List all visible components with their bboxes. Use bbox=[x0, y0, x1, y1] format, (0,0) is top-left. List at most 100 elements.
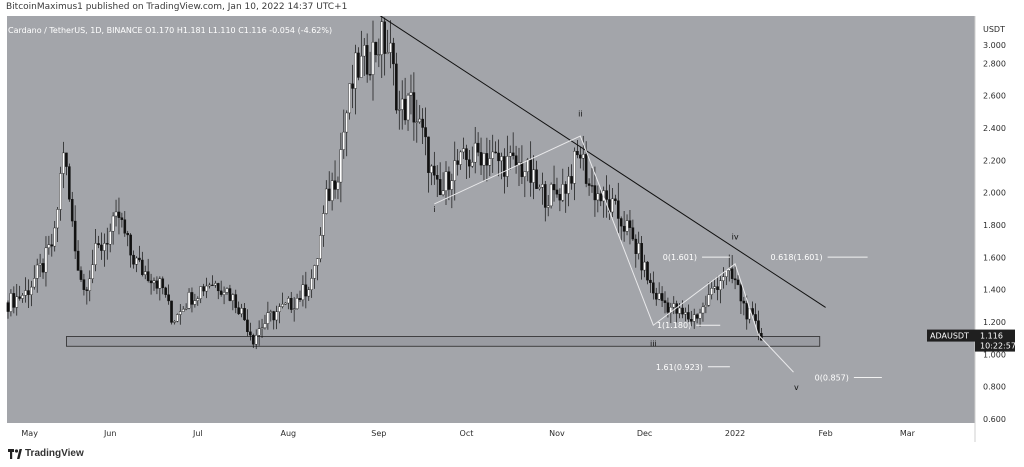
candle bbox=[415, 121, 419, 123]
candle bbox=[196, 298, 200, 301]
candle bbox=[91, 264, 94, 280]
footer-bar: TradingView bbox=[0, 442, 1024, 467]
candle bbox=[211, 284, 214, 286]
candle bbox=[249, 331, 252, 336]
candle bbox=[649, 279, 652, 283]
candle bbox=[164, 287, 167, 295]
candle bbox=[584, 154, 588, 184]
price-tag bbox=[975, 329, 1015, 352]
candle bbox=[403, 98, 407, 121]
candle bbox=[97, 243, 100, 246]
candle bbox=[141, 259, 144, 275]
candle bbox=[47, 244, 51, 249]
candle bbox=[453, 160, 457, 181]
candle bbox=[555, 189, 559, 195]
candle bbox=[132, 254, 135, 265]
candle bbox=[100, 244, 103, 251]
x-tick-label: Jun bbox=[103, 429, 117, 438]
candle bbox=[377, 54, 381, 56]
candle bbox=[254, 335, 258, 345]
candle bbox=[243, 308, 246, 321]
candle bbox=[497, 152, 500, 162]
x-tick-label: Oct bbox=[460, 429, 474, 438]
candle bbox=[508, 152, 512, 157]
candle bbox=[535, 169, 538, 189]
x-tick-label: May bbox=[21, 429, 38, 438]
candle bbox=[59, 173, 62, 210]
candle bbox=[322, 213, 325, 236]
candle bbox=[228, 288, 232, 301]
candle bbox=[143, 271, 147, 275]
x-tick-label: Mar bbox=[900, 429, 916, 438]
time-axis[interactable] bbox=[0, 423, 975, 442]
candle bbox=[167, 294, 170, 302]
candle bbox=[105, 243, 109, 245]
candle bbox=[278, 306, 281, 312]
candle bbox=[444, 171, 448, 191]
candle bbox=[710, 288, 714, 295]
candle bbox=[53, 227, 57, 247]
candle bbox=[491, 151, 495, 159]
fib-label: 1.61(0.923) bbox=[656, 363, 703, 372]
candle bbox=[103, 243, 106, 251]
candle bbox=[397, 109, 401, 111]
candle bbox=[619, 218, 623, 227]
legend-change: -0.054 (-4.62%) bbox=[269, 26, 333, 35]
candle bbox=[184, 308, 188, 310]
candle bbox=[333, 180, 337, 190]
candle bbox=[12, 293, 16, 308]
candle bbox=[433, 165, 436, 176]
plot-background bbox=[7, 16, 975, 423]
candle bbox=[526, 159, 530, 172]
wave-label-v: v bbox=[794, 383, 799, 392]
candle bbox=[85, 289, 89, 291]
legend-pair: Cardano / TetherUS, 1D, BINANCE bbox=[8, 26, 143, 35]
candle bbox=[336, 181, 340, 190]
candle bbox=[135, 257, 138, 265]
candle bbox=[634, 238, 638, 254]
candle bbox=[576, 151, 579, 156]
candle bbox=[88, 278, 92, 291]
candle bbox=[529, 159, 532, 183]
legend-close: C1.116 bbox=[238, 26, 267, 35]
candlestick-chart[interactable]: 0(1.601) 1(1.180) 1.61(0.923) 0.618(1.601) 0… bbox=[0, 16, 1024, 442]
candle bbox=[351, 83, 354, 89]
candle bbox=[751, 308, 754, 315]
candle bbox=[441, 190, 445, 196]
candle bbox=[511, 152, 515, 156]
candle bbox=[108, 231, 112, 245]
candle bbox=[202, 286, 205, 292]
candle bbox=[470, 161, 474, 167]
candle bbox=[76, 250, 80, 271]
candle bbox=[360, 55, 363, 78]
candle bbox=[383, 21, 386, 54]
candle bbox=[739, 284, 743, 302]
candle bbox=[640, 243, 643, 271]
candle bbox=[155, 280, 159, 289]
candle bbox=[345, 112, 349, 133]
candle bbox=[564, 184, 568, 194]
candle bbox=[70, 199, 74, 222]
x-tick-label: Jul bbox=[192, 429, 203, 438]
candle bbox=[687, 312, 690, 320]
candle bbox=[450, 180, 454, 190]
candle bbox=[149, 280, 153, 284]
candle bbox=[348, 83, 351, 114]
candle bbox=[482, 153, 486, 166]
tradingview-logo-icon[interactable] bbox=[8, 449, 22, 459]
candle bbox=[21, 295, 24, 299]
elliott-wave-path[interactable] bbox=[434, 135, 794, 373]
descending-trendline[interactable] bbox=[379, 16, 826, 308]
candle bbox=[611, 198, 614, 213]
candle bbox=[289, 298, 293, 310]
candle bbox=[523, 171, 527, 177]
price-axis[interactable] bbox=[975, 16, 1024, 442]
candle bbox=[622, 225, 626, 232]
y-tick-label: 1.000 bbox=[983, 350, 1006, 359]
tradingview-brand[interactable]: TradingView bbox=[25, 448, 84, 459]
x-tick-label: Feb bbox=[819, 429, 833, 438]
candle bbox=[6, 302, 10, 312]
candle bbox=[503, 156, 506, 177]
candle bbox=[114, 211, 118, 217]
candle bbox=[742, 300, 746, 304]
